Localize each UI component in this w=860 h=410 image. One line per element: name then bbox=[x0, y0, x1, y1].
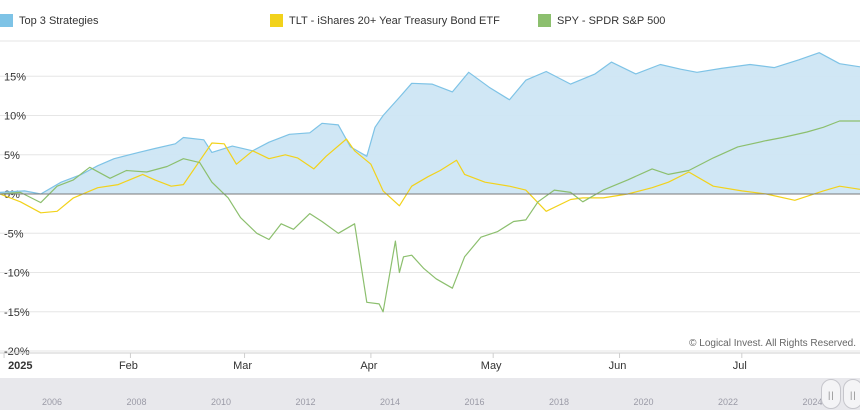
legend-swatch bbox=[270, 14, 283, 27]
x-tick-label: Jul bbox=[733, 360, 747, 372]
navigator-right-handle-glyph: || bbox=[850, 390, 857, 400]
x-tick-label: Apr bbox=[360, 360, 377, 372]
legend-item[interactable]: TLT - iShares 20+ Year Treasury Bond ETF bbox=[270, 14, 500, 27]
legend-swatch bbox=[0, 14, 13, 27]
performance-chart: 15%10%5%0%-5%-10%-15%-20%2025 Feb Mar Apr Ma… bbox=[0, 40, 860, 372]
x-tick-label: 2025 bbox=[8, 360, 32, 372]
legend-label: SPY - SPDR S&P 500 bbox=[557, 14, 666, 27]
navigator-year-label: 2006 bbox=[42, 397, 63, 407]
navigator-year-label: 2008 bbox=[126, 397, 147, 407]
navigator-year-label: 2014 bbox=[380, 397, 401, 407]
series-line-spy bbox=[0, 120, 860, 313]
series-line-tlt bbox=[0, 138, 860, 214]
credits-text: © Logical Invest. All Rights Reserved. bbox=[689, 338, 856, 349]
x-tick-label: Jun bbox=[609, 360, 627, 372]
series-area-top3 bbox=[0, 52, 860, 195]
legend-label: Top 3 Strategies bbox=[19, 14, 99, 27]
x-tick-label: May bbox=[481, 360, 502, 372]
navigator-left-handle[interactable]: || bbox=[821, 379, 841, 409]
x-tick-label: Feb bbox=[119, 360, 138, 372]
legend-swatch bbox=[538, 14, 551, 27]
legend-label: TLT - iShares 20+ Year Treasury Bond ETF bbox=[289, 14, 500, 27]
legend-item[interactable]: Top 3 Strategies bbox=[0, 14, 99, 27]
navigator-left-handle-glyph: || bbox=[828, 390, 835, 400]
y-tick-label: 5% bbox=[4, 150, 20, 162]
y-tick-label: -20% bbox=[4, 346, 30, 358]
navigator-year-label: 2020 bbox=[633, 397, 654, 407]
x-tick-label: Mar bbox=[233, 360, 252, 372]
navigator-year-label: 2012 bbox=[295, 397, 316, 407]
navigator-year-label: 2022 bbox=[718, 397, 739, 407]
y-tick-label: -5% bbox=[4, 228, 24, 240]
y-tick-label: 10% bbox=[4, 111, 26, 123]
navigator-year-label: 2016 bbox=[464, 397, 485, 407]
navigator-year-label: 2010 bbox=[211, 397, 232, 407]
y-tick-label: -15% bbox=[4, 307, 30, 319]
y-tick-label: 15% bbox=[4, 71, 26, 83]
chart-legend: Top 3 Strategies TLT - iShares 20+ Year T… bbox=[0, 14, 860, 34]
series-line-top3 bbox=[0, 52, 860, 195]
navigator-right-handle[interactable]: || bbox=[843, 379, 860, 409]
navigator-year-label: 2024 bbox=[802, 397, 823, 407]
y-tick-label: -10% bbox=[4, 268, 30, 280]
legend-item[interactable]: SPY - SPDR S&P 500 bbox=[538, 14, 665, 27]
navigator-year-label: 2018 bbox=[549, 397, 570, 407]
range-navigator[interactable]: 2006 2008 2010 2012 2014 2016 2018 2020 2022 2024… bbox=[0, 378, 860, 410]
